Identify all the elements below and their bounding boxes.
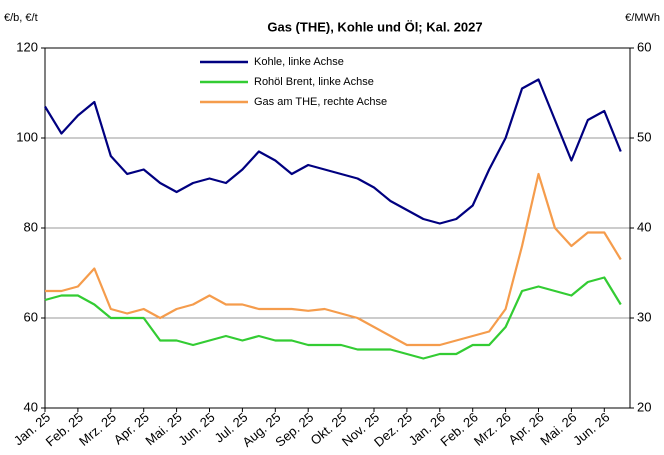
x-tick-label: Jun. 26 (570, 409, 612, 448)
x-tick-label: Mrz. 26 (471, 409, 514, 448)
legend-label: Kohle, linke Achse (254, 56, 344, 68)
chart-title: Gas (THE), Kohle und Öl; Kal. 2027 (267, 19, 482, 34)
y-tick-label: 80 (24, 219, 38, 234)
x-tick-label: Mrz. 25 (76, 409, 119, 448)
y-tick-label: 100 (16, 129, 38, 144)
line-series (44, 78, 622, 225)
legend-label: Gas am THE, rechte Achse (254, 96, 387, 108)
y-tick-label: 40 (24, 399, 38, 414)
line-series (45, 172, 622, 347)
y2-axis-label: €/MWh (625, 12, 660, 24)
y2-tick-label: 50 (637, 129, 651, 144)
y-tick-label: 120 (16, 39, 38, 54)
line-series (44, 276, 622, 360)
y2-tick-label: 20 (637, 399, 651, 414)
x-tick-label: Jun. 25 (175, 409, 217, 448)
x-tick-label: Feb. 26 (437, 409, 480, 449)
x-tick-label: Mai. 25 (142, 409, 184, 448)
y2-tick-label: 30 (637, 309, 651, 324)
y-tick-label: 60 (24, 309, 38, 324)
legend-label: Rohöl Brent, linke Achse (254, 76, 374, 88)
plot-border (44, 47, 631, 409)
y2-tick-label: 60 (637, 39, 651, 54)
x-tick-label: Mai. 26 (537, 409, 579, 448)
x-tick-label: Sep. 25 (272, 409, 316, 449)
y2-tick-label: 40 (637, 219, 651, 234)
y-axis-label: €/b, €/t (4, 12, 38, 24)
x-tick-label: Feb. 25 (43, 409, 86, 449)
x-tick-label: Dez. 25 (371, 409, 415, 449)
